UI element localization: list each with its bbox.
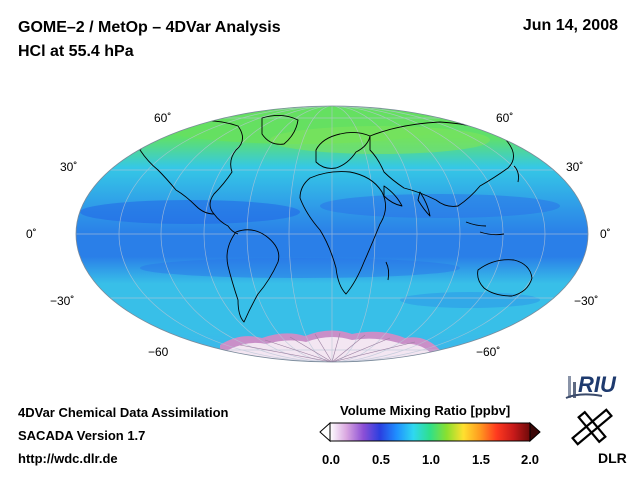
lat-label-left-60s: −60 <box>148 345 169 359</box>
colorbar-tick: 0.0 <box>321 452 341 467</box>
colorbar-title: Volume Mixing Ratio [ppbv] <box>340 403 511 418</box>
lat-label-right-30s: −30˚ <box>574 294 599 308</box>
colorbar-high-arrow <box>529 421 541 443</box>
lat-label-right-60n: 60˚ <box>496 111 514 125</box>
colorbar-tick: 1.5 <box>471 452 491 467</box>
lat-label-left-eq: 0˚ <box>26 227 37 241</box>
colorbar-scale <box>329 422 531 442</box>
footer-url: http://wdc.dlr.de <box>18 451 118 466</box>
lat-label-left-60n: 60˚ <box>154 111 172 125</box>
riu-logo-icon <box>565 376 603 399</box>
dlr-logo-icon <box>571 408 613 446</box>
polar-spokes <box>239 332 416 362</box>
colorbar <box>319 421 541 443</box>
footer-line-2: SACADA Version 1.7 <box>18 428 146 443</box>
dlr-logo-text: DLR <box>598 450 627 466</box>
lat-label-right-30n: 30˚ <box>566 160 584 174</box>
riu-logo-text: RIU <box>578 372 616 397</box>
map-subtitle: HCl at 55.4 hPa <box>18 43 134 60</box>
colorbar-low-arrow <box>319 421 331 443</box>
map-date: Jun 14, 2008 <box>522 17 618 34</box>
lat-label-left-30s: −30˚ <box>50 294 75 308</box>
colorbar-tick: 2.0 <box>520 452 540 467</box>
map-title: GOME–2 / MetOp – 4DVar Analysis <box>18 19 281 36</box>
lat-label-right-eq: 0˚ <box>600 227 611 241</box>
colorbar-tick: 0.5 <box>371 452 391 467</box>
lat-label-right-60s: −60˚ <box>476 345 501 359</box>
lat-label-left-30n: 30˚ <box>60 160 78 174</box>
footer-line-1: 4DVar Chemical Data Assimilation <box>18 405 229 420</box>
globe-outline <box>75 105 589 363</box>
colorbar-tick: 1.0 <box>421 452 441 467</box>
